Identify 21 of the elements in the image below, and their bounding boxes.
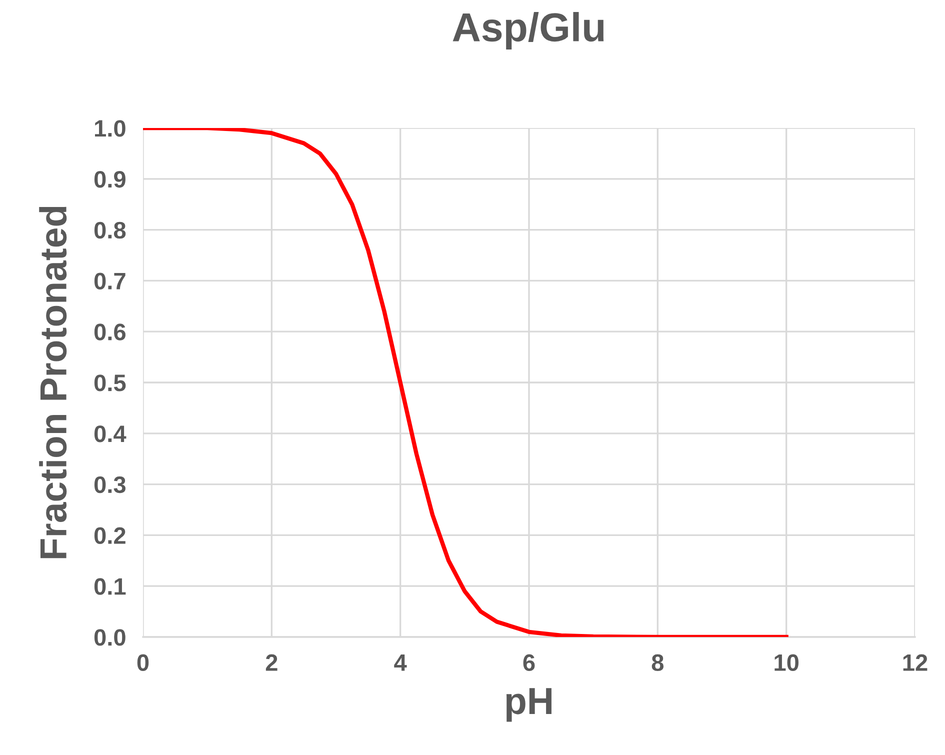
x-tick-label: 0 [137,654,149,672]
x-tick-label: 12 [903,654,928,671]
x-tick-label: 4 [394,654,407,671]
y-tick-label: 0.7 [94,272,126,290]
y-tick-label: 0.4 [94,425,126,442]
y-tick-label: 0.0 [94,629,126,646]
y-tick-label: 0.6 [94,324,126,340]
x-tick-label: 6 [523,654,535,672]
y-axis-title: Fraction Protonated [39,206,67,558]
y-tick-label: 0.1 [94,578,126,595]
y-tick-label: 1.0 [95,120,126,137]
chart-title: Asp/Glu [452,12,604,50]
y-tick-label: 0.2 [94,527,126,544]
y-tick-label: 0.5 [94,374,126,392]
y-tick-label: 0.9 [94,170,126,188]
y-tick-label: 0.3 [94,476,126,494]
y-tick-label: 0.8 [94,222,126,239]
x-tick-label: 8 [652,654,664,672]
x-tick-label: 10 [774,654,798,672]
x-axis-title: pH [506,688,552,722]
x-tick-label: 2 [266,654,278,671]
